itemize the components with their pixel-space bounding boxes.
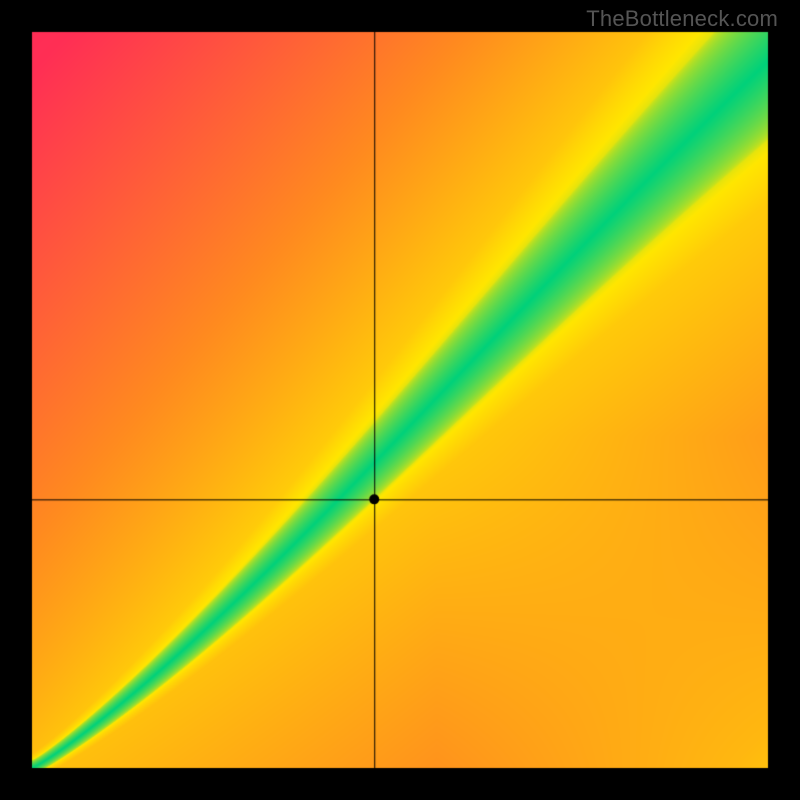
bottleneck-heatmap — [0, 0, 800, 800]
watermark-text: TheBottleneck.com — [586, 6, 778, 32]
